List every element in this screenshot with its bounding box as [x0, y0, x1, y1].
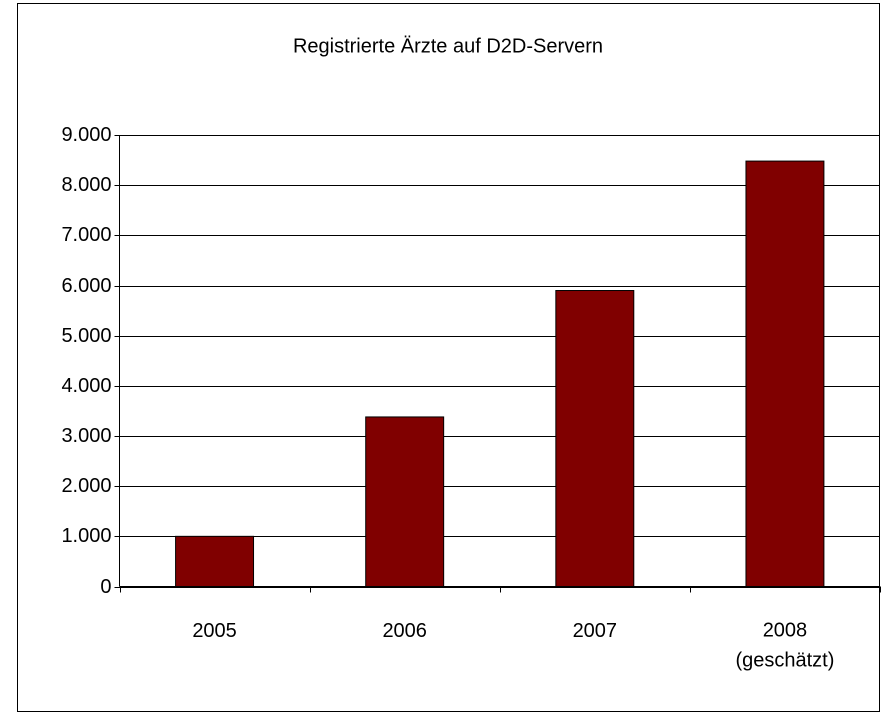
x-tick-label: 2007	[573, 620, 618, 642]
bar	[555, 290, 635, 587]
y-tick-label: 7.000	[61, 224, 111, 246]
y-tick-label: 9.000	[61, 124, 111, 146]
y-tick-label: 2.000	[61, 475, 111, 497]
bar	[175, 535, 255, 587]
y-tick-label: 0	[100, 576, 111, 598]
x-tick-label: 2008 (geschätzt)	[735, 620, 834, 672]
x-tick-label: 2005	[192, 620, 237, 642]
y-tick-label: 3.000	[61, 425, 111, 447]
bar	[365, 416, 445, 588]
chart-title: Registrierte Ärzte auf D2D-Servern	[293, 35, 603, 57]
y-tick-label: 6.000	[61, 275, 111, 297]
x-tick-label: 2006	[382, 620, 427, 642]
y-tick-label: 4.000	[61, 375, 111, 397]
y-tick-label: 5.000	[61, 325, 111, 347]
chart-border	[17, 3, 880, 712]
y-tick-label: 8.000	[61, 174, 111, 196]
y-tick-label: 1.000	[61, 525, 111, 547]
bar	[745, 160, 825, 587]
